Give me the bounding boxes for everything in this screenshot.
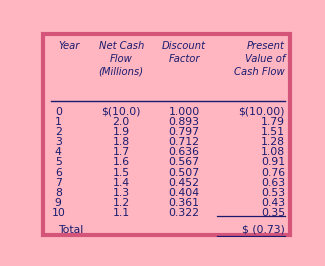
Text: 0.91: 0.91 <box>261 157 285 167</box>
Text: 1.51: 1.51 <box>261 127 285 137</box>
Text: 1.6: 1.6 <box>113 157 130 167</box>
Text: 1.9: 1.9 <box>113 127 130 137</box>
Text: 0.53: 0.53 <box>261 188 285 198</box>
Text: 0.712: 0.712 <box>169 137 200 147</box>
Text: 0.322: 0.322 <box>169 208 200 218</box>
Text: 0.43: 0.43 <box>261 198 285 208</box>
Text: 6: 6 <box>55 168 62 178</box>
Text: 1.4: 1.4 <box>113 178 130 188</box>
Text: 1.1: 1.1 <box>113 208 130 218</box>
Text: Discount
Factor: Discount Factor <box>162 41 206 64</box>
Text: Total: Total <box>58 225 84 235</box>
Text: 0.361: 0.361 <box>169 198 200 208</box>
Text: $(10.00): $(10.00) <box>239 107 285 117</box>
Text: Present
Value of
Cash Flow: Present Value of Cash Flow <box>234 41 285 77</box>
Text: 1.3: 1.3 <box>113 188 130 198</box>
Text: 1.7: 1.7 <box>113 147 130 157</box>
Text: 0.636: 0.636 <box>169 147 200 157</box>
Text: Net Cash
Flow
(Millions): Net Cash Flow (Millions) <box>98 41 144 77</box>
Text: Year: Year <box>58 41 80 51</box>
Text: 0.404: 0.404 <box>169 188 200 198</box>
Text: 1.2: 1.2 <box>113 198 130 208</box>
Text: 0.35: 0.35 <box>261 208 285 218</box>
Text: 0.893: 0.893 <box>169 117 200 127</box>
Text: 0.567: 0.567 <box>169 157 200 167</box>
Text: 0.76: 0.76 <box>261 168 285 178</box>
Text: 0.452: 0.452 <box>169 178 200 188</box>
Text: 1.08: 1.08 <box>261 147 285 157</box>
Text: 0.63: 0.63 <box>261 178 285 188</box>
Text: $ (0.73): $ (0.73) <box>242 225 285 235</box>
FancyBboxPatch shape <box>43 34 290 235</box>
Text: 2: 2 <box>55 127 62 137</box>
Text: 3: 3 <box>55 137 62 147</box>
Text: 0: 0 <box>55 107 62 117</box>
Text: 1.79: 1.79 <box>261 117 285 127</box>
Text: 1.5: 1.5 <box>113 168 130 178</box>
Text: 7: 7 <box>55 178 62 188</box>
Text: 2.0: 2.0 <box>112 117 130 127</box>
Text: 1: 1 <box>55 117 62 127</box>
Text: 4: 4 <box>55 147 62 157</box>
Text: 10: 10 <box>51 208 65 218</box>
Text: 1.000: 1.000 <box>169 107 200 117</box>
Text: 9: 9 <box>55 198 62 208</box>
Text: 0.507: 0.507 <box>169 168 200 178</box>
Text: $(10.0): $(10.0) <box>101 107 141 117</box>
Text: 0.797: 0.797 <box>169 127 200 137</box>
Text: 5: 5 <box>55 157 62 167</box>
Text: 8: 8 <box>55 188 62 198</box>
Text: 1.8: 1.8 <box>113 137 130 147</box>
Text: 1.28: 1.28 <box>261 137 285 147</box>
